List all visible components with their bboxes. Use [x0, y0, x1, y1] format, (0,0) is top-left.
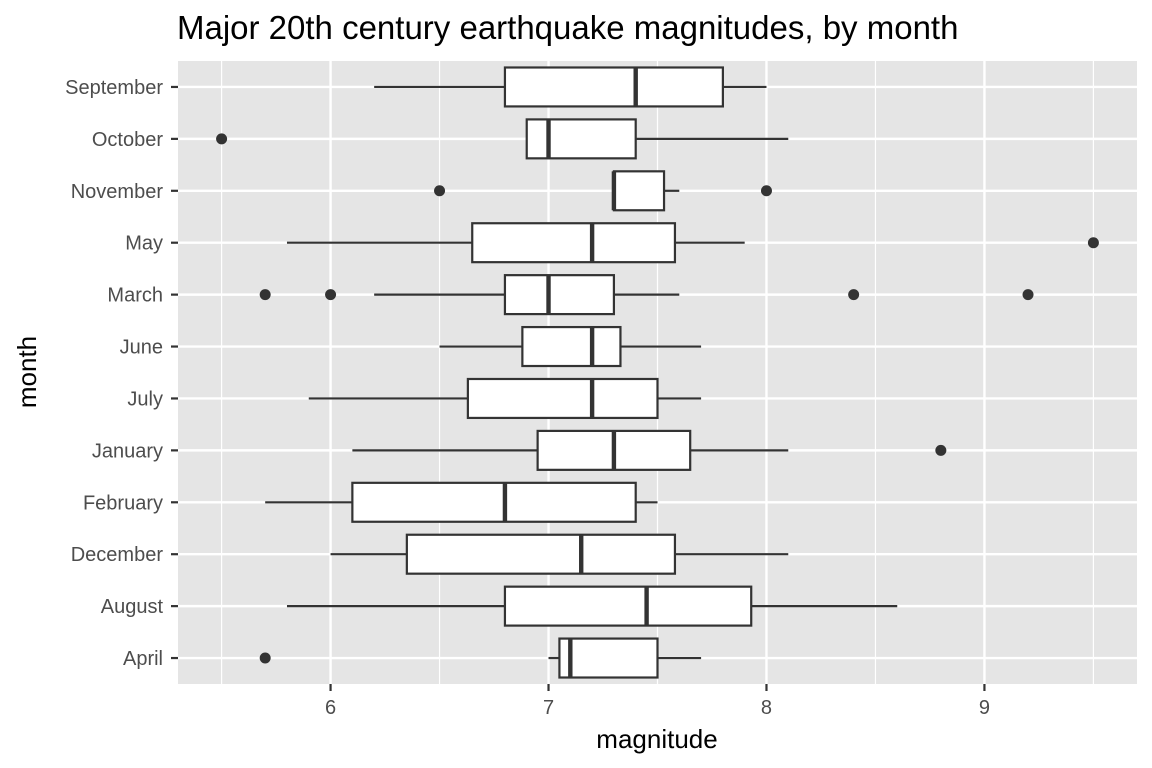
outlier-point [1087, 237, 1099, 249]
box-iqr [521, 325, 622, 368]
box-february [265, 481, 658, 523]
y-tick-label: August [101, 596, 164, 618]
box-iqr [558, 637, 659, 679]
box-iqr [405, 533, 677, 575]
x-tick-label: 9 [979, 697, 990, 719]
boxplot-series [216, 66, 1099, 679]
y-tick-label: November [71, 181, 164, 203]
y-tick-label: July [127, 388, 163, 410]
box-august [286, 585, 898, 627]
box-november [434, 170, 772, 212]
box-january [352, 429, 947, 471]
x-tick-label: 6 [325, 697, 336, 719]
outlier-point [848, 289, 860, 301]
box-july [308, 377, 702, 420]
outlier-point [1022, 289, 1034, 301]
y-tick-label: October [92, 129, 163, 151]
y-axis: September October November May March June July… [65, 77, 178, 670]
box-april [259, 637, 702, 679]
x-axis: 6 7 8 9 [325, 684, 990, 719]
box-iqr [471, 222, 677, 264]
box-iqr [351, 481, 637, 523]
box-iqr [466, 377, 659, 420]
y-tick-label: February [83, 492, 163, 514]
x-tick-label: 7 [543, 697, 554, 719]
box-iqr [503, 585, 753, 627]
y-axis-title: month [12, 336, 42, 408]
box-iqr [503, 274, 616, 316]
box-december [330, 533, 789, 575]
outlier-point [434, 185, 446, 197]
box-iqr [503, 66, 724, 108]
box-june [439, 325, 702, 368]
chart-title: Major 20th century earthquake magnitudes… [177, 9, 958, 46]
y-tick-label: June [120, 337, 163, 359]
outlier-point [259, 289, 271, 301]
box-march [259, 274, 1034, 316]
x-axis-title: magnitude [596, 724, 717, 754]
y-tick-label: January [92, 440, 163, 462]
y-tick-label: April [123, 648, 163, 670]
outlier-point [259, 652, 271, 664]
box-iqr [525, 118, 637, 160]
y-tick-label: March [107, 285, 163, 307]
y-tick-label: December [71, 544, 164, 566]
outlier-point [325, 289, 337, 301]
y-tick-label: September [65, 77, 163, 99]
outlier-point [216, 133, 228, 145]
outlier-point [935, 444, 947, 456]
y-tick-label: May [125, 233, 163, 255]
box-september [374, 66, 767, 108]
box-october [216, 118, 789, 160]
x-tick-label: 8 [761, 697, 772, 719]
outlier-point [760, 185, 772, 197]
box-may [286, 222, 1099, 264]
box-iqr [612, 170, 666, 212]
